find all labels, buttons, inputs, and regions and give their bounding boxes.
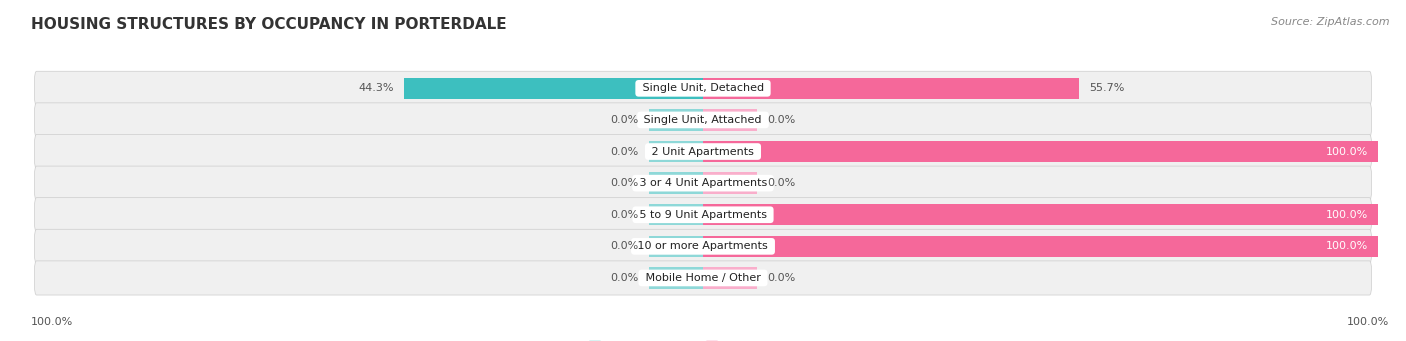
Bar [703, 267, 756, 289]
Text: 44.3%: 44.3% [359, 83, 394, 93]
Text: 100.0%: 100.0% [1326, 210, 1368, 220]
Text: Mobile Home / Other: Mobile Home / Other [641, 273, 765, 283]
Text: 100.0%: 100.0% [1347, 317, 1389, 327]
Bar [650, 173, 703, 194]
Text: 0.0%: 0.0% [610, 273, 638, 283]
Bar [404, 78, 703, 99]
Text: 5 to 9 Unit Apartments: 5 to 9 Unit Apartments [636, 210, 770, 220]
Bar [703, 78, 1078, 99]
FancyBboxPatch shape [35, 229, 1371, 263]
Text: Single Unit, Detached: Single Unit, Detached [638, 83, 768, 93]
Text: 0.0%: 0.0% [768, 273, 796, 283]
Text: 100.0%: 100.0% [1326, 241, 1368, 251]
Text: 0.0%: 0.0% [610, 210, 638, 220]
FancyBboxPatch shape [35, 198, 1371, 232]
Text: 0.0%: 0.0% [610, 147, 638, 157]
Bar [650, 141, 703, 162]
Bar [650, 109, 703, 131]
FancyBboxPatch shape [35, 166, 1371, 200]
Text: 100.0%: 100.0% [1326, 147, 1368, 157]
Text: 0.0%: 0.0% [610, 241, 638, 251]
Text: Single Unit, Attached: Single Unit, Attached [641, 115, 765, 125]
Text: 100.0%: 100.0% [31, 317, 73, 327]
Bar [650, 267, 703, 289]
FancyBboxPatch shape [35, 261, 1371, 295]
Text: 2 Unit Apartments: 2 Unit Apartments [648, 147, 758, 157]
Bar [650, 204, 703, 225]
Bar [703, 141, 1378, 162]
Bar [650, 236, 703, 257]
Text: 0.0%: 0.0% [768, 178, 796, 188]
FancyBboxPatch shape [35, 103, 1371, 137]
Text: 10 or more Apartments: 10 or more Apartments [634, 241, 772, 251]
Text: Source: ZipAtlas.com: Source: ZipAtlas.com [1271, 17, 1389, 27]
Text: 3 or 4 Unit Apartments: 3 or 4 Unit Apartments [636, 178, 770, 188]
Bar [703, 109, 756, 131]
Text: 0.0%: 0.0% [768, 115, 796, 125]
Bar [703, 204, 1378, 225]
FancyBboxPatch shape [35, 134, 1371, 168]
Text: HOUSING STRUCTURES BY OCCUPANCY IN PORTERDALE: HOUSING STRUCTURES BY OCCUPANCY IN PORTE… [31, 17, 506, 32]
FancyBboxPatch shape [35, 71, 1371, 105]
Text: 55.7%: 55.7% [1090, 83, 1125, 93]
Text: 0.0%: 0.0% [610, 178, 638, 188]
Text: 0.0%: 0.0% [610, 115, 638, 125]
Bar [703, 173, 756, 194]
Bar [703, 236, 1378, 257]
